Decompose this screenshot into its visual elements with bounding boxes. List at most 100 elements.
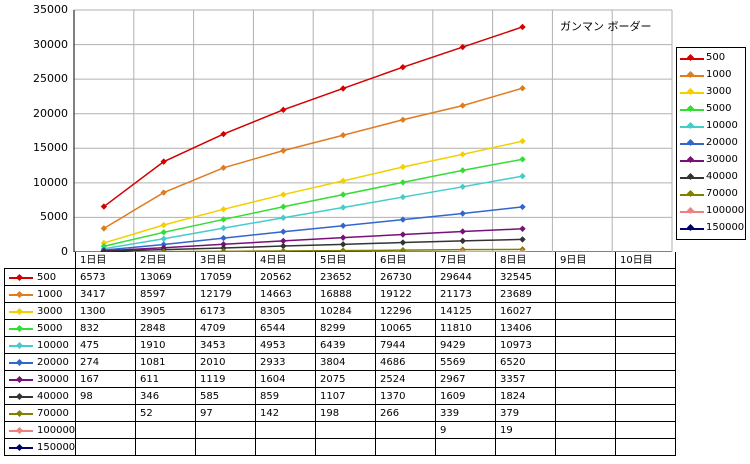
table-cell <box>315 438 376 456</box>
data-point <box>339 191 347 198</box>
data-point <box>160 229 167 236</box>
table-cell: 12296 <box>375 302 436 320</box>
table-cell: 6439 <box>315 336 376 354</box>
category-label: 6日目 <box>375 252 436 269</box>
row-label: 500 <box>37 272 57 283</box>
row-label: 20000 <box>37 357 69 368</box>
table-cell: 475 <box>75 336 136 354</box>
data-point <box>339 222 347 229</box>
data-point <box>459 167 466 174</box>
y-tick-label: 0 <box>61 245 68 258</box>
table-cell <box>75 404 136 422</box>
table-cell <box>555 268 616 286</box>
table-cell <box>615 319 676 337</box>
data-point <box>100 203 108 210</box>
data-point <box>459 210 466 217</box>
data-point <box>459 151 466 158</box>
table-cell: 9429 <box>435 336 496 354</box>
series-line <box>103 158 523 247</box>
category-label: 3日目 <box>195 252 256 269</box>
legend-item: 30000 <box>677 152 745 169</box>
data-point <box>220 224 227 232</box>
data-point <box>100 225 108 232</box>
data-point <box>339 132 347 139</box>
category-label: 5日目 <box>315 252 376 269</box>
data-point <box>519 23 526 31</box>
data-point <box>220 248 227 252</box>
row-label: 10000 <box>37 340 69 351</box>
series-line <box>103 238 523 252</box>
table-cell: 26730 <box>375 268 436 286</box>
table-cell <box>615 421 676 439</box>
table-cell <box>375 421 436 439</box>
table-cell: 6573 <box>75 268 136 286</box>
row-label: 100000 <box>37 425 76 436</box>
legend-label: 5000 <box>706 103 732 114</box>
table-cell: 1910 <box>135 336 196 354</box>
data-point <box>280 247 287 252</box>
table-cell: 2933 <box>255 353 316 371</box>
legend-label: 10000 <box>706 120 738 131</box>
table-row: 3000 1300 3905 6173 8305 10284 12296 14125 16027 <box>4 302 676 320</box>
table-cell <box>555 387 616 405</box>
table-row: 40000 98 346 585 859 1107 1370 1609 1824 <box>4 387 676 405</box>
data-point <box>339 234 347 241</box>
legend-item: 500 <box>677 50 745 67</box>
table-cell: 12179 <box>195 285 256 303</box>
table-cell: 1300 <box>75 302 136 320</box>
table-cell <box>255 438 316 456</box>
category-label: 8日目 <box>495 252 556 269</box>
row-legend-marker <box>15 409 24 418</box>
category-label: 1日目 <box>75 252 136 269</box>
data-point <box>100 239 108 247</box>
y-tick-label: 15000 <box>33 141 68 155</box>
table-cell: 10973 <box>495 336 556 354</box>
data-point <box>399 63 407 71</box>
table-cell <box>555 404 616 422</box>
data-point <box>220 206 227 213</box>
table-cell <box>555 336 616 354</box>
row-header: 40000 <box>4 387 76 405</box>
legend-item: 150000 <box>677 220 745 237</box>
data-point <box>399 231 407 238</box>
table-cell <box>555 421 616 439</box>
row-label: 3000 <box>37 306 63 317</box>
data-point <box>160 235 167 242</box>
table-cell: 9 <box>435 421 496 439</box>
data-point <box>399 193 407 201</box>
data-point <box>220 244 227 252</box>
row-legend-marker <box>15 375 24 384</box>
table-cell: 19122 <box>375 285 436 303</box>
data-point <box>339 247 347 252</box>
table-cell <box>555 353 616 371</box>
category-label: 7日目 <box>435 252 496 269</box>
row-header: 20000 <box>4 353 76 371</box>
table-cell <box>555 438 616 456</box>
series-line <box>103 140 523 244</box>
data-point <box>459 228 466 235</box>
table-cell: 19 <box>495 421 556 439</box>
y-tick-label: 25000 <box>33 72 68 86</box>
data-point <box>519 203 526 211</box>
category-label: 9日目 <box>555 252 616 269</box>
table-cell: 3417 <box>75 285 136 303</box>
table-cell: 2848 <box>135 319 196 337</box>
data-point <box>399 163 407 171</box>
table-cell: 14663 <box>255 285 316 303</box>
table-cell: 16888 <box>315 285 376 303</box>
legend-item: 3000 <box>677 84 745 101</box>
row-label: 1000 <box>37 289 63 300</box>
data-point <box>280 203 287 210</box>
data-point <box>459 183 466 191</box>
series-line <box>103 206 523 251</box>
table-cell <box>375 438 436 456</box>
table-row: 30000 167 611 1119 1604 2075 2524 2967 3357 <box>4 370 676 388</box>
table-cell: 198 <box>315 404 376 422</box>
table-cell: 5569 <box>435 353 496 371</box>
table-cell: 3905 <box>135 302 196 320</box>
table-cell: 167 <box>75 370 136 388</box>
row-legend-marker <box>15 273 24 282</box>
table-corner <box>5 252 76 269</box>
data-point <box>220 164 227 171</box>
table-cell <box>195 421 256 439</box>
